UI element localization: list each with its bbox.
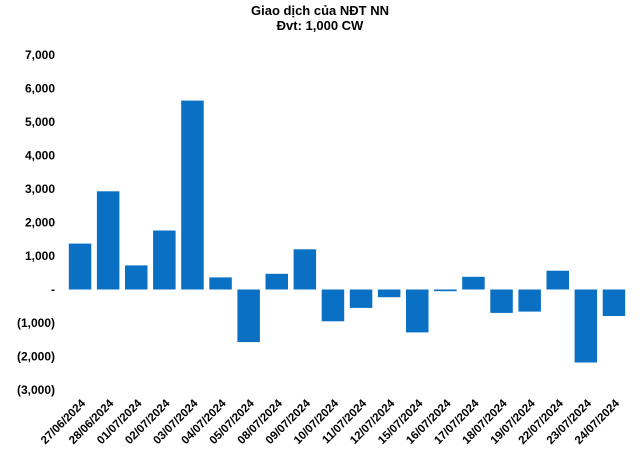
bar xyxy=(518,289,541,312)
bar xyxy=(434,289,457,292)
bar-series xyxy=(68,100,626,363)
bar xyxy=(181,100,204,290)
bar xyxy=(574,289,598,363)
y-tick-label: 1,000 xyxy=(25,249,55,263)
y-tick-label: (2,000) xyxy=(17,350,55,364)
x-axis: 27/06/202428/06/202401/07/202402/07/2024… xyxy=(39,397,623,447)
bar xyxy=(546,270,569,290)
y-tick-label: 3,000 xyxy=(25,182,55,196)
bar xyxy=(377,289,401,298)
y-tick-label: (1,000) xyxy=(17,316,55,330)
bar xyxy=(406,289,429,333)
chart-title: Giao dịch của NĐT NN xyxy=(251,3,389,18)
bar xyxy=(321,289,345,322)
bar xyxy=(68,243,92,290)
y-tick-label: (3,000) xyxy=(17,383,55,397)
bar xyxy=(209,277,232,290)
bar xyxy=(293,249,317,290)
y-axis: 7,000 6,000 5,000 4,000 3,000 2,000 1,000 - (1,0… xyxy=(17,48,55,397)
bar xyxy=(602,289,626,316)
bar xyxy=(237,289,260,343)
bar xyxy=(153,230,176,290)
y-tick-label: 4,000 xyxy=(25,149,55,163)
bar xyxy=(96,191,120,290)
bar xyxy=(125,265,148,290)
bar xyxy=(462,276,485,290)
bar xyxy=(349,289,373,308)
chart-subtitle: Đvt: 1,000 CW xyxy=(276,18,364,33)
y-tick-label: - xyxy=(51,283,55,297)
y-tick-label: 6,000 xyxy=(25,82,55,96)
bar xyxy=(490,289,513,313)
bar xyxy=(265,273,288,290)
y-tick-label: 7,000 xyxy=(25,48,55,62)
y-tick-label: 2,000 xyxy=(25,216,55,230)
y-tick-label: 5,000 xyxy=(25,115,55,129)
